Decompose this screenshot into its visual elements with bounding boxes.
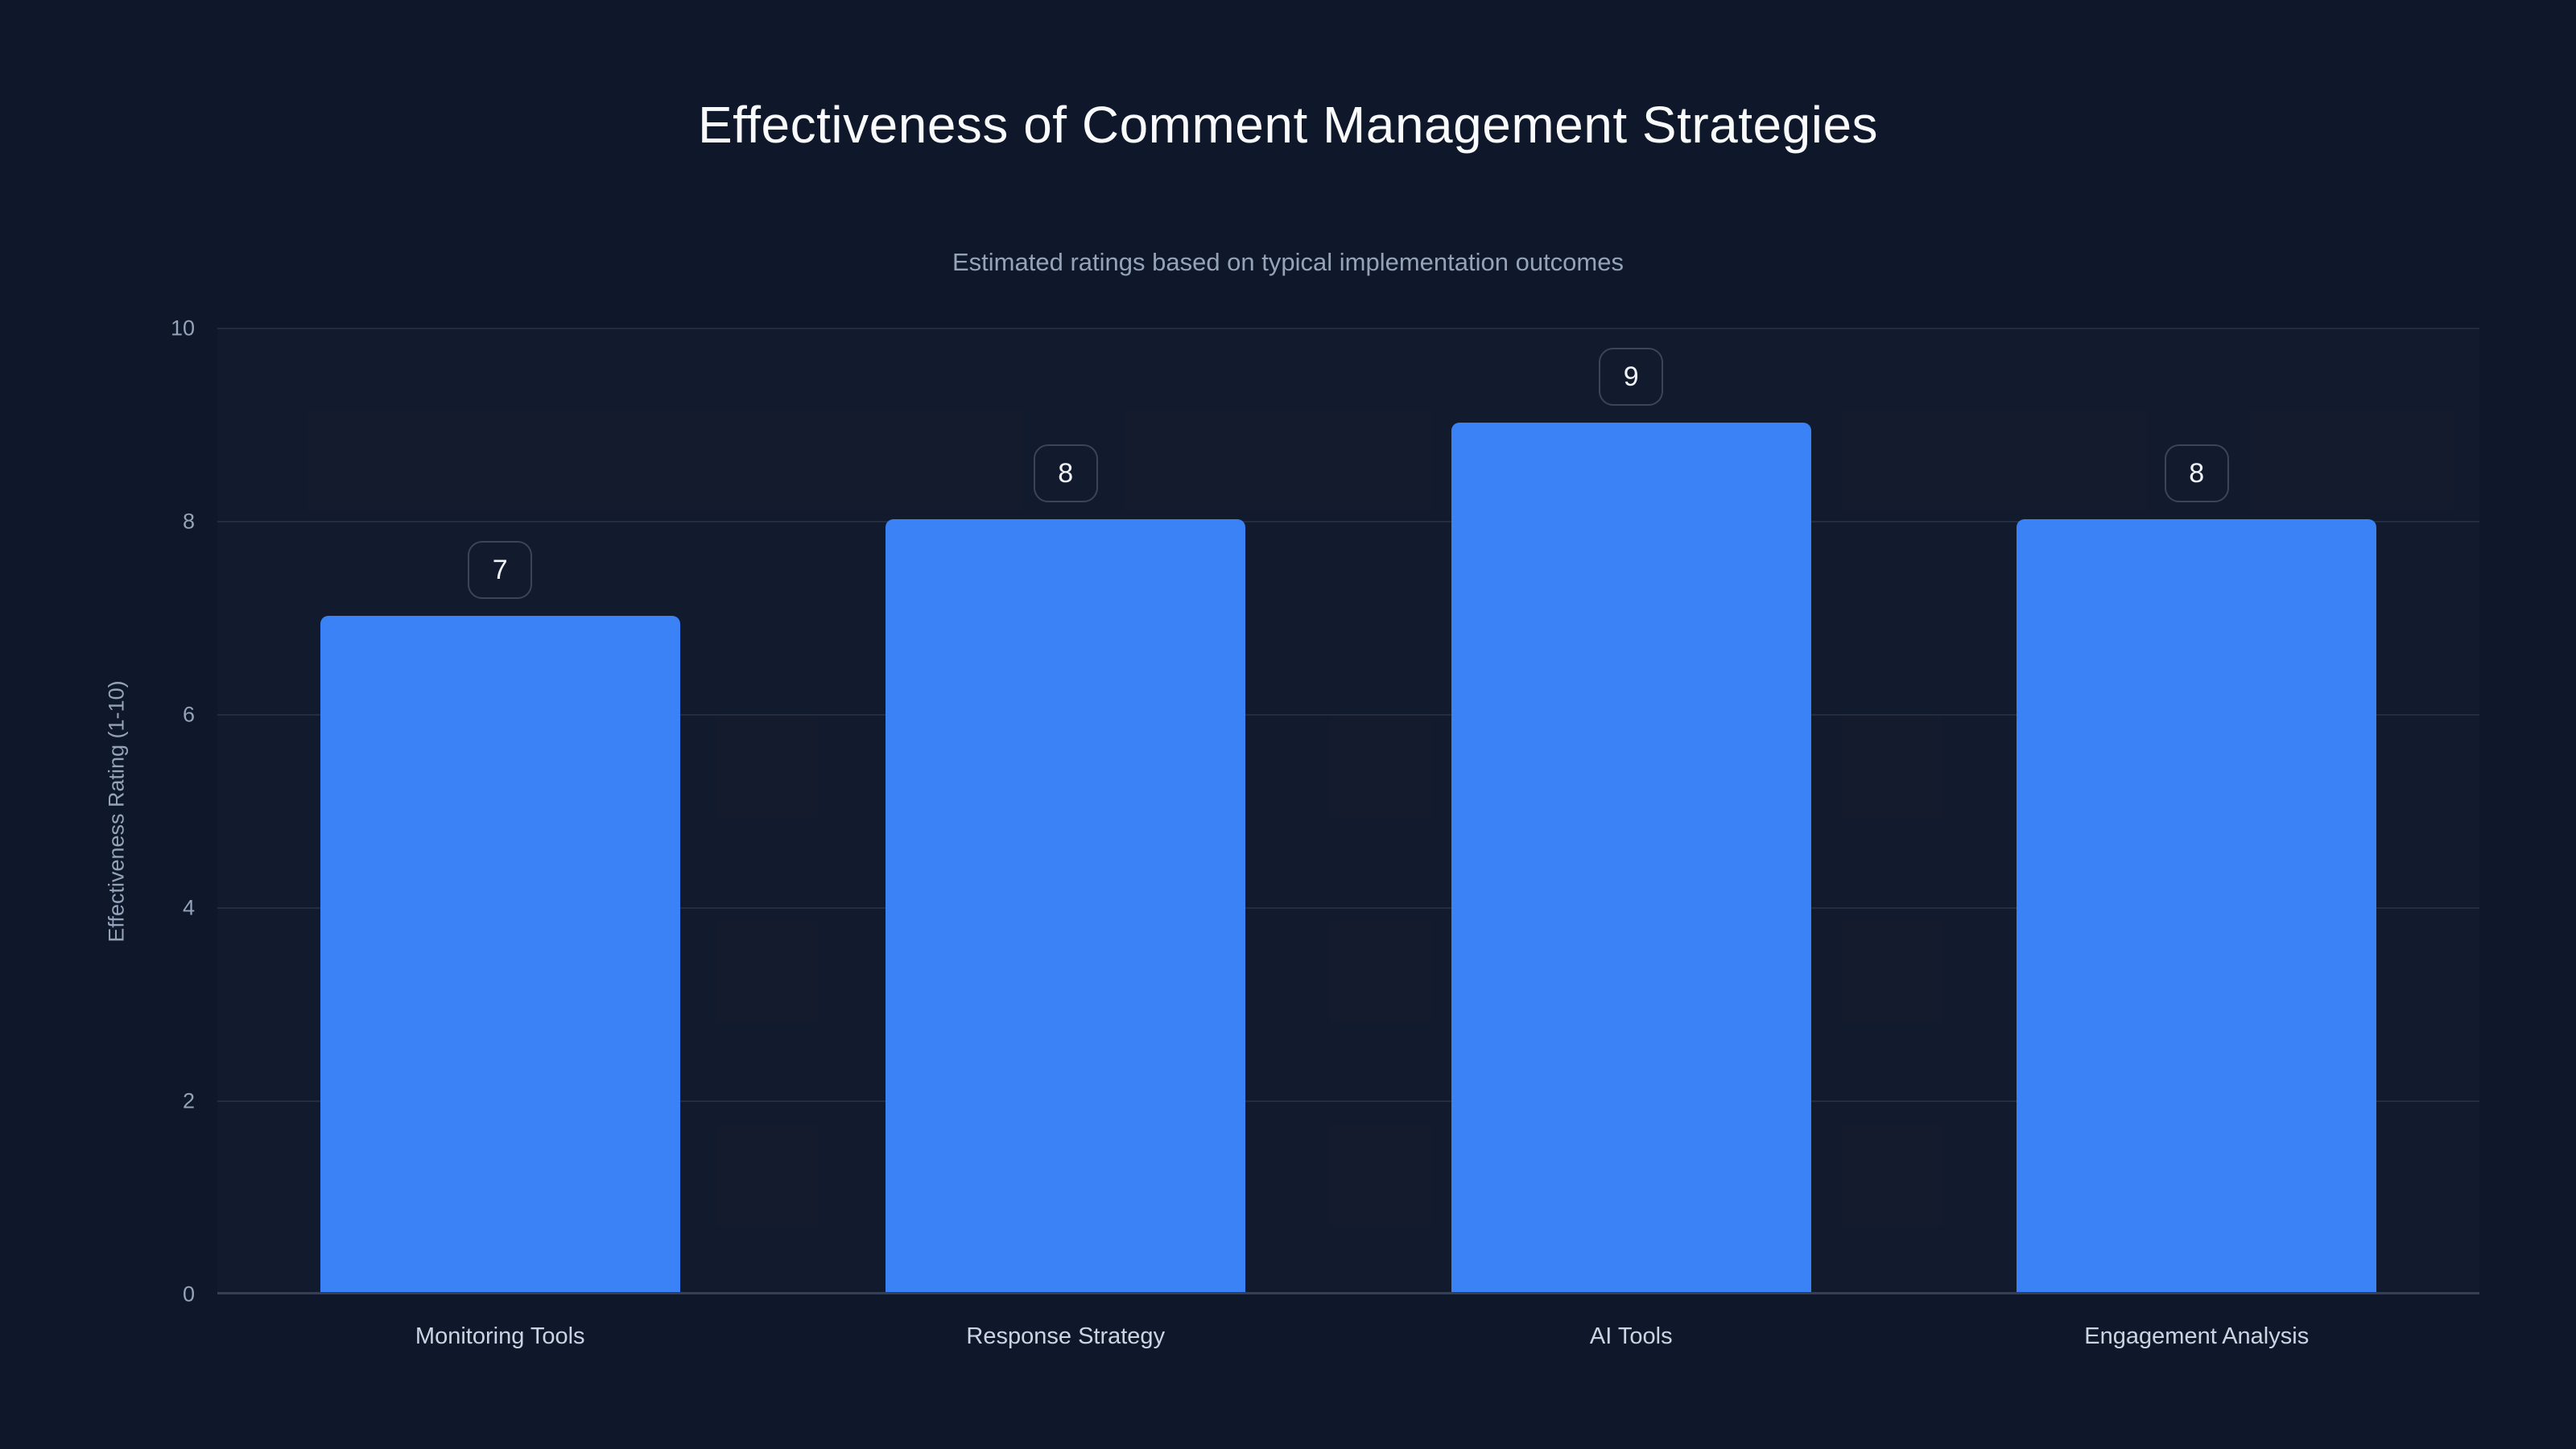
value-badge-7: 7 [468, 541, 533, 599]
gridline-y-10 [217, 328, 2479, 329]
x-category-label-engagement-analysis: Engagement Analysis [2084, 1323, 2310, 1349]
y-tick-label-4: 4 [182, 895, 195, 920]
x-category-label-response-strategy: Response Strategy [966, 1323, 1166, 1349]
x-category-label-ai-tools: AI Tools [1589, 1323, 1673, 1349]
x-axis-line [217, 1292, 2479, 1294]
gridline-y-4 [217, 907, 2479, 909]
y-tick-label-2: 2 [182, 1088, 195, 1113]
chart-title: Effectiveness of Comment Management Stra… [697, 96, 1879, 154]
y-tick-label-8: 8 [182, 509, 195, 534]
bar-response-strategy [886, 519, 1246, 1292]
y-tick-label-0: 0 [182, 1282, 195, 1307]
gridline-y-6 [217, 714, 2479, 716]
bar-ai-tools [1451, 423, 1811, 1292]
plot-area: 0 2 4 6 8 10 7 Monitoring Tools 8 Response Strate… [171, 316, 2479, 1349]
value-badge-9: 9 [1599, 348, 1664, 406]
chart-subtitle: Estimated ratings based on typical imple… [952, 248, 1624, 276]
gridline-y-8 [217, 521, 2479, 522]
gridline-y-2 [217, 1100, 2479, 1102]
y-tick-label-10: 10 [170, 316, 195, 341]
y-tick-label-6: 6 [182, 702, 195, 727]
value-badge-8: 8 [1033, 444, 1098, 502]
value-badge-8: 8 [2164, 444, 2229, 502]
y-axis-title: Effectiveness Rating (1-10) [104, 680, 129, 943]
x-category-label-monitoring-tools: Monitoring Tools [415, 1323, 585, 1349]
bar-engagement-analysis [2017, 519, 2377, 1292]
bar-monitoring-tools [320, 616, 680, 1292]
